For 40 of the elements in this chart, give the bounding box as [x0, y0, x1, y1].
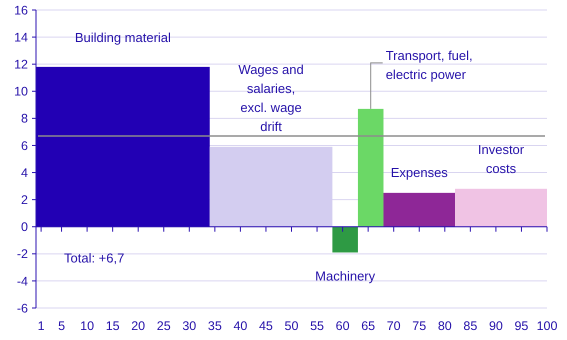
annotation: Investor costs: [478, 142, 525, 176]
x-tick-label: 60: [336, 319, 350, 333]
y-tick-label: 6: [21, 138, 28, 153]
annotation: Wages and salaries, excl. wage drift: [238, 62, 304, 134]
x-tick-label: 70: [386, 319, 401, 333]
x-tick-label: 65: [361, 319, 376, 333]
x-tick-label: 5: [58, 319, 66, 333]
y-tick-label: 4: [21, 166, 28, 180]
x-tick-label: 20: [131, 319, 146, 333]
y-tick-label: 14: [14, 30, 28, 44]
x-tick-label: 35: [208, 319, 222, 333]
x-tick-label: 95: [514, 319, 528, 333]
x-tick-label: 25: [156, 319, 171, 333]
x-tick-label: 40: [233, 319, 248, 333]
annotation: Total: +6,7: [64, 250, 124, 266]
y-tick-label: -6: [16, 301, 28, 316]
y-tick-label: 0: [21, 220, 28, 234]
annotation: Transport, fuel, electric power: [386, 48, 473, 82]
x-tick-label: 1: [38, 319, 45, 333]
annotation: Expenses: [390, 164, 448, 180]
y-tick-label: -4: [16, 274, 28, 288]
x-tick-label: 80: [438, 319, 452, 333]
y-tick-label: 12: [14, 58, 28, 72]
y-tick-label: -2: [16, 247, 28, 262]
x-tick-label: 50: [284, 319, 298, 333]
x-tick-label: 10: [80, 319, 94, 333]
x-tick-label: 15: [106, 319, 120, 333]
annotation: Building material: [74, 30, 172, 45]
annotation: Machinery: [315, 268, 376, 284]
x-tick-label: 45: [258, 319, 273, 333]
y-tick-label: 8: [21, 112, 28, 126]
y-tick-label: 16: [14, 3, 28, 18]
y-tick-label: 10: [14, 84, 28, 99]
x-tick-label: 90: [488, 319, 503, 333]
x-tick-label: 55: [310, 319, 324, 333]
y-tick-label: 2: [21, 193, 28, 208]
x-tick-label: 100: [536, 319, 558, 333]
x-tick-label: 30: [182, 319, 196, 333]
x-tick-label: 75: [412, 319, 426, 333]
x-tick-label: 85: [463, 319, 478, 333]
